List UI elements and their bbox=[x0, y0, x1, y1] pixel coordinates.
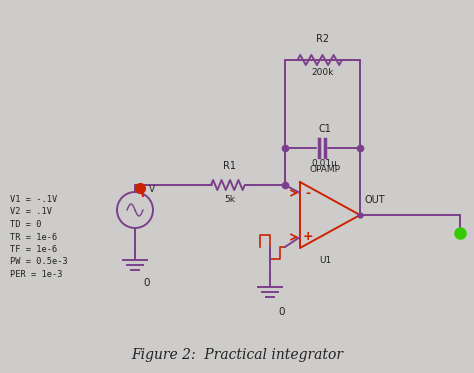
Text: +: + bbox=[303, 231, 313, 244]
Text: 200k: 200k bbox=[311, 68, 334, 77]
Text: U1: U1 bbox=[319, 256, 331, 265]
Text: OPAMP: OPAMP bbox=[310, 165, 340, 174]
Text: C1: C1 bbox=[318, 124, 331, 134]
Text: 0.01u: 0.01u bbox=[311, 159, 337, 168]
Text: OUT: OUT bbox=[365, 195, 386, 205]
Text: V: V bbox=[149, 185, 155, 194]
Text: Figure 2:  Practical integrator: Figure 2: Practical integrator bbox=[131, 348, 343, 362]
Text: V1 = -.1V
V2 = .1V
TD = 0
TR = 1e-6
TF = 1e-6
PW = 0.5e-3
PER = 1e-3: V1 = -.1V V2 = .1V TD = 0 TR = 1e-6 TF =… bbox=[10, 195, 68, 279]
Text: 0: 0 bbox=[143, 278, 149, 288]
Text: R1: R1 bbox=[224, 161, 237, 171]
Text: -: - bbox=[305, 186, 310, 200]
Text: 5k: 5k bbox=[225, 195, 236, 204]
Text: 0: 0 bbox=[278, 307, 284, 317]
Text: R2: R2 bbox=[316, 34, 329, 44]
